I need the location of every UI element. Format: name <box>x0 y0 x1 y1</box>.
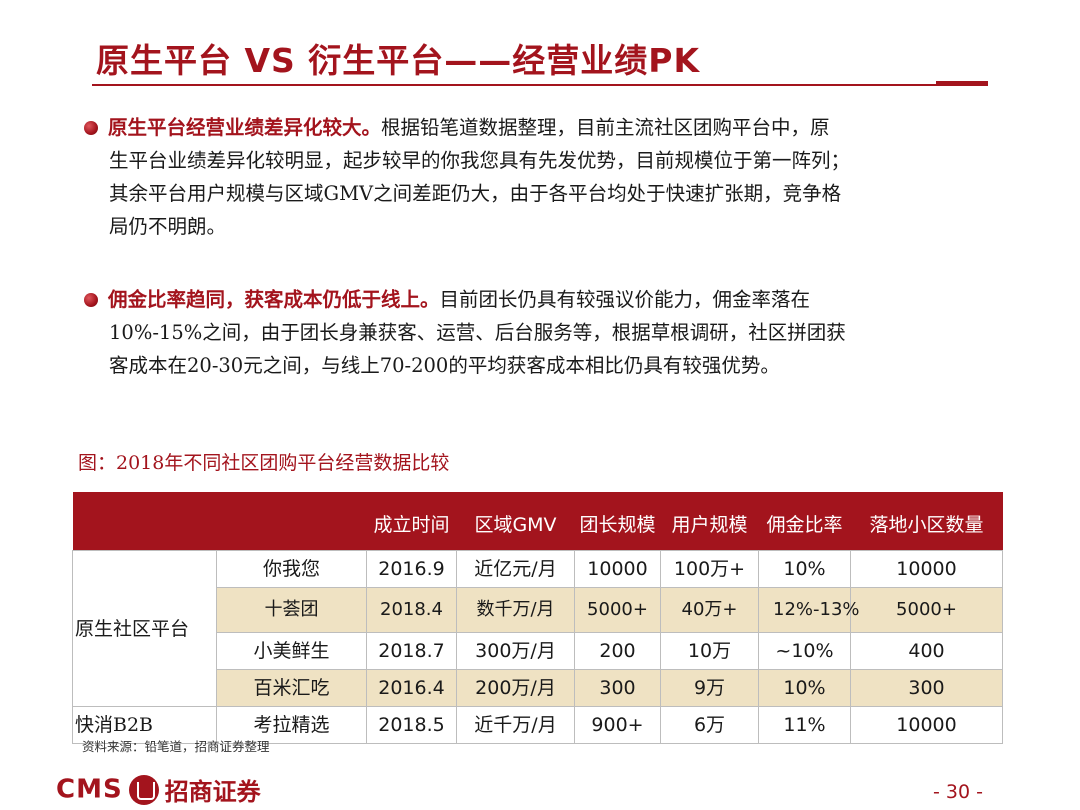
bullet-text: 其余平台用户规模与区域GMV之间差距仍大，由于各平台均处于快速扩张期，竞争格 <box>109 182 842 205</box>
table-cell: 你我您 <box>216 550 367 588</box>
bullet-dot-icon <box>84 121 98 135</box>
column-header: 佣金比率 <box>758 492 851 551</box>
footer-logo: CMS 招商证券 <box>56 772 261 806</box>
bullet-item: 原生平台经营业绩差异化较大。根据铅笔道数据整理，目前主流社区团购平台中，原 生平… <box>84 111 1014 243</box>
page-number: - 30 - <box>933 781 983 803</box>
column-header <box>216 492 367 551</box>
bullet-line: 原生平台经营业绩差异化较大。根据铅笔道数据整理，目前主流社区团购平台中，原 <box>84 111 1014 144</box>
group-label: 快消B2B <box>72 706 217 744</box>
column-header <box>72 492 217 551</box>
table-cell: 11% <box>758 706 851 744</box>
bullet-text: 客成本在20-30元之间，与线上70-200的平均获客成本相比仍具有较强优势。 <box>109 354 780 377</box>
table-cell: 900+ <box>574 706 661 744</box>
table-row: 快消B2B 考拉精选 2018.5 近千万/月 900+ 6万 11% 1000… <box>72 706 1003 744</box>
bullet-text: 10%-15%之间，由于团长身兼获客、运营、后台服务等，根据草根调研，社区拼团获 <box>109 321 846 344</box>
table-cell: 近千万/月 <box>456 706 575 744</box>
column-header: 落地小区数量 <box>850 492 1003 551</box>
table-cell: 10000 <box>850 550 1003 588</box>
bullet-text: 生平台业绩差异化较明显，起步较早的你我您具有先发优势，目前规模位于第一阵列； <box>109 149 851 172</box>
column-header: 成立时间 <box>366 492 457 551</box>
table-cell: 9万 <box>660 669 759 707</box>
table-cell: 2018.4 <box>366 587 457 633</box>
title-rule <box>92 84 988 86</box>
table-cell: 6万 <box>660 706 759 744</box>
table-cell: ~10% <box>758 632 851 670</box>
table-cell: 2018.7 <box>366 632 457 670</box>
table-cell: 2016.4 <box>366 669 457 707</box>
title-rule-accent <box>936 81 988 86</box>
bullet-lead: 原生平台经营业绩差异化较大。 <box>108 116 382 139</box>
bullet-text: 根据铅笔道数据整理，目前主流社区团购平台中，原 <box>381 116 830 139</box>
table-cell: 10万 <box>660 632 759 670</box>
source-note: 资料来源：铅笔道，招商证券整理 <box>82 739 270 754</box>
table-cell: 100万+ <box>660 550 759 588</box>
bullet-text: 目前团长仍具有较强议价能力，佣金率落在 <box>439 288 811 311</box>
bullet-dot-icon <box>84 293 98 307</box>
comparison-table: 成立时间 区域GMV 团长规模 用户规模 佣金比率 落地小区数量 原生社区平台 … <box>72 492 1003 744</box>
page-title: 原生平台 VS 衍生平台——经营业绩PK <box>96 41 701 80</box>
table-cell: 10000 <box>850 706 1003 744</box>
table-cell: 300万/月 <box>456 632 575 670</box>
table-cell: 数千万/月 <box>456 587 575 633</box>
table-cell: 2018.5 <box>366 706 457 744</box>
table-row: 十荟团 2018.4 数千万/月 5000+ 40万+ 12%-13% 5000… <box>73 587 1003 633</box>
table-cell: 200 <box>574 632 661 670</box>
table-cell: 300 <box>850 669 1003 707</box>
table-cell: 小美鲜生 <box>216 632 367 670</box>
column-header: 团长规模 <box>574 492 661 551</box>
bullet-line: 佣金比率趋同，获客成本仍低于线上。目前团长仍具有较强议价能力，佣金率落在 <box>84 283 1014 316</box>
table-cell: 300 <box>574 669 661 707</box>
table-cell: 近亿元/月 <box>456 550 575 588</box>
table-cell: 40万+ <box>660 587 759 633</box>
group-label: 原生社区平台 <box>72 550 217 707</box>
logo-mark-icon <box>128 774 159 805</box>
table-cell: 百米汇吃 <box>216 669 367 707</box>
table-row: 小美鲜生 2018.7 300万/月 200 10万 ~10% 400 <box>73 632 1003 670</box>
table-header-row: 成立时间 区域GMV 团长规模 用户规模 佣金比率 落地小区数量 <box>72 492 1003 551</box>
table-cell: 10% <box>758 550 851 588</box>
logo-company-name: 招商证券 <box>164 777 261 806</box>
table-cell: 5000+ <box>574 587 661 633</box>
table-cell: 10% <box>758 669 851 707</box>
logo-cms-text: CMS <box>56 774 123 805</box>
table-cell: 5000+ <box>850 587 1003 633</box>
table-cell: 12%-13% <box>758 587 860 633</box>
bullet-lead: 佣金比率趋同，获客成本仍低于线上。 <box>108 288 440 311</box>
figure-caption: 图：2018年不同社区团购平台经营数据比较 <box>78 452 450 474</box>
column-header: 区域GMV <box>456 492 575 551</box>
bullet-item: 佣金比率趋同，获客成本仍低于线上。目前团长仍具有较强议价能力，佣金率落在 10%… <box>84 283 1014 382</box>
table-cell: 十荟团 <box>216 587 367 633</box>
table-row: 百米汇吃 2016.4 200万/月 300 9万 10% 300 <box>73 669 1003 707</box>
table-cell: 10000 <box>574 550 661 588</box>
table-row: 原生社区平台 你我您 2016.9 近亿元/月 10000 100万+ 10% … <box>72 550 1003 707</box>
column-header: 用户规模 <box>660 492 759 551</box>
table-cell: 200万/月 <box>456 669 575 707</box>
table-cell: 2016.9 <box>366 550 457 588</box>
bullet-text: 局仍不明朗。 <box>109 215 227 238</box>
table-cell: 400 <box>850 632 1003 670</box>
